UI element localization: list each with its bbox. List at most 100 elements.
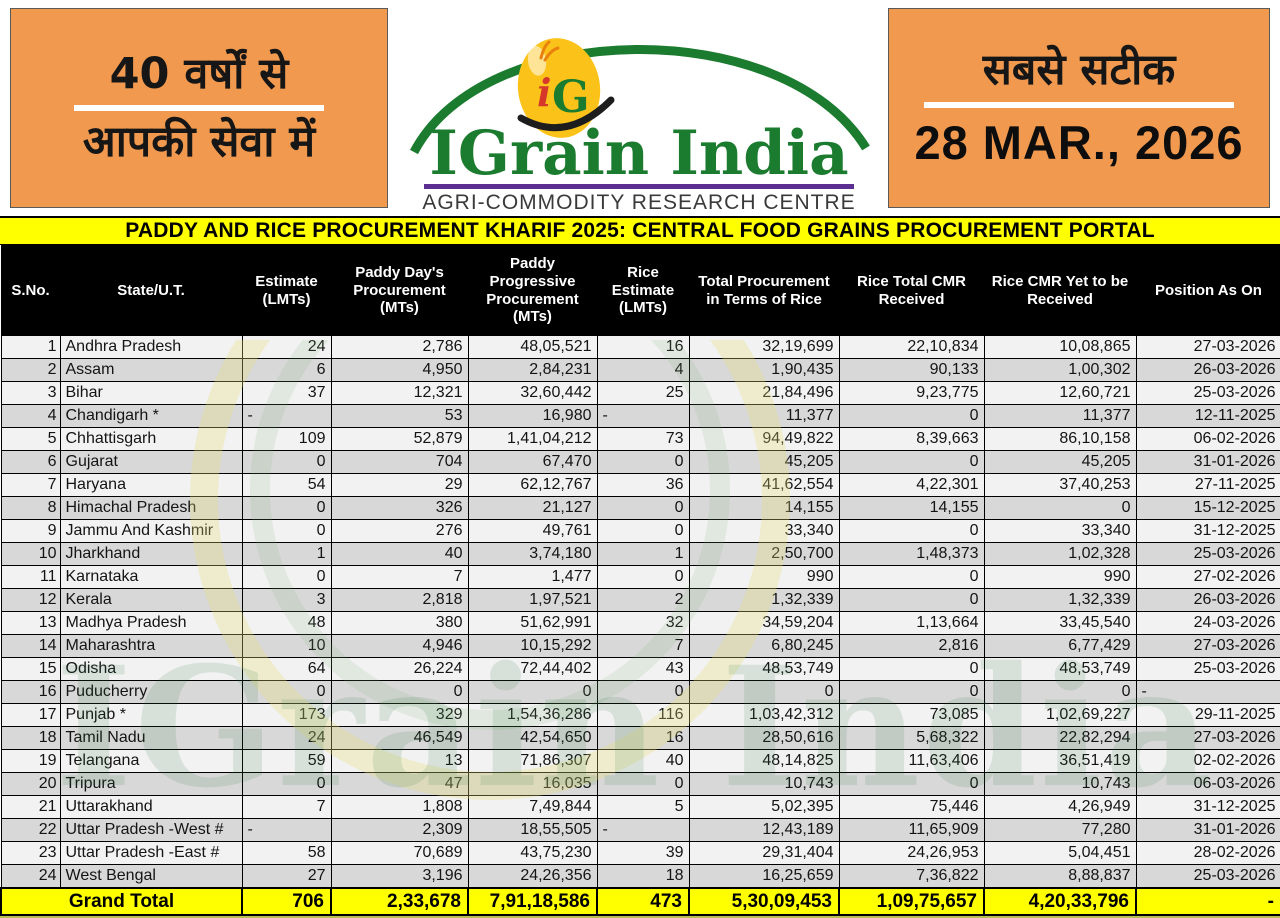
table-row: 19 Telangana 59 13 71,86,307 40 48,14,825 11,63…: [0, 749, 1280, 773]
table-cell: 1,02,328: [983, 542, 1137, 566]
table-cell: 1: [241, 542, 332, 566]
column-header-total-procurement: Total Procurement in Terms of Rice: [688, 245, 840, 336]
table-cell: 0: [838, 588, 985, 612]
table-cell: 0: [241, 450, 332, 474]
table-row: 3 Bihar 37 12,321 32,60,442 25 21,84,496 9,23,7…: [0, 381, 1280, 405]
table-cell: 0: [838, 404, 985, 428]
table-cell: 37: [241, 381, 332, 405]
table-cell: 33,45,540: [983, 611, 1137, 635]
table-cell: 16: [0, 680, 61, 704]
table-cell: 4,26,949: [983, 795, 1137, 819]
table-cell: 36,51,419: [983, 749, 1137, 773]
table-cell: 70,689: [330, 841, 469, 865]
table-cell: 0: [241, 565, 332, 589]
table-cell: 73,085: [838, 703, 985, 727]
table-cell: Odisha: [59, 657, 243, 681]
table-cell: Bihar: [59, 381, 243, 405]
table-cell: 24: [0, 864, 61, 889]
table-cell: 25-03-2026: [1135, 381, 1280, 405]
table-cell: 10,743: [688, 772, 840, 796]
table-cell: 380: [330, 611, 469, 635]
table-cell: 1,03,42,312: [688, 703, 840, 727]
table-cell: 37,40,253: [983, 473, 1137, 497]
table-cell: 28-02-2026: [1135, 841, 1280, 865]
table-cell: 22,82,294: [983, 726, 1137, 750]
table-cell: -: [1135, 680, 1280, 704]
table-cell: 1,32,339: [983, 588, 1137, 612]
table-cell: Telangana: [59, 749, 243, 773]
table-cell: 2,786: [330, 335, 469, 359]
table-cell: Andhra Pradesh: [59, 335, 243, 359]
table-cell: 43: [596, 657, 690, 681]
table-cell: 0: [241, 496, 332, 520]
table-cell: 0: [838, 680, 985, 704]
table-cell: 0: [596, 496, 690, 520]
table-cell: 0: [983, 680, 1137, 704]
table-cell: 8,88,837: [983, 864, 1137, 889]
brand-subtitle: AGRI-COMMODITY RESEARCH CENTRE: [422, 191, 855, 214]
table-cell: Chandigarh *: [59, 404, 243, 428]
table-cell: 11,65,909: [838, 818, 985, 842]
column-header-rice-estimate: Rice Estimate (LMTs): [596, 245, 690, 336]
tagline-service: आपकी सेवा में: [82, 117, 316, 167]
table-cell: 15: [0, 657, 61, 681]
table-cell: 7,36,822: [838, 864, 985, 889]
table-cell: 11,377: [688, 404, 840, 428]
grand-total-paddy-progressive: 7,91,18,586: [467, 887, 598, 916]
table-cell: 41,62,554: [688, 473, 840, 497]
table-row: 12 Kerala 3 2,818 1,97,521 2 1,32,339 0 1,32,339…: [0, 588, 1280, 612]
date-box: सबसे सटीक 28 MAR., 2026: [888, 8, 1270, 208]
table-cell: 0: [838, 772, 985, 796]
table-row: 10 Jharkhand 1 40 3,74,180 1 2,50,700 1,48,373 1…: [0, 542, 1280, 566]
report-title-bar: PADDY AND RICE PROCUREMENT KHARIF 2025: …: [0, 216, 1280, 245]
table-cell: 18: [0, 726, 61, 750]
table-cell: Uttarakhand: [59, 795, 243, 819]
tagline-accurate: सबसे सटीक: [982, 45, 1176, 96]
table-cell: 0: [241, 519, 332, 543]
table-cell: 4,946: [330, 634, 469, 658]
table-cell: 27-02-2026: [1135, 565, 1280, 589]
table-cell: 10: [0, 542, 61, 566]
table-cell: 0: [596, 772, 690, 796]
table-cell: Jharkhand: [59, 542, 243, 566]
table-cell: 36: [596, 473, 690, 497]
table-cell: 2,818: [330, 588, 469, 612]
report-date: 28 MAR., 2026: [914, 115, 1244, 169]
table-row: 4 Chandigarh * -53 16,980-11,377 0 11,377 12-1…: [0, 404, 1280, 428]
table-cell: 10,08,865: [983, 335, 1137, 359]
table-cell: 116: [596, 703, 690, 727]
grand-total-rice-estimate: 473: [596, 887, 690, 916]
table-cell: Tamil Nadu: [59, 726, 243, 750]
table-cell: 6,80,245: [688, 634, 840, 658]
table-row: 22 Uttar Pradesh -West # -2,309 18,55,505-1…: [0, 818, 1280, 842]
table-cell: 0: [688, 680, 840, 704]
grand-total-paddy-day: 2,33,678: [330, 887, 469, 916]
table-cell: -: [241, 404, 332, 428]
table-cell: 06-02-2026: [1135, 427, 1280, 451]
table-cell: 1,13,664: [838, 611, 985, 635]
grand-total-cmr-received: 1,09,75,657: [838, 887, 985, 916]
table-cell: Uttar Pradesh -West #: [59, 818, 243, 842]
grand-total-cmr-yet: 4,20,33,796: [983, 887, 1137, 916]
table-cell: 2: [0, 358, 61, 382]
table-cell: 27-03-2026: [1135, 335, 1280, 359]
table-cell: 39: [596, 841, 690, 865]
table-cell: 109: [241, 427, 332, 451]
table-cell: 72,44,402: [467, 657, 598, 681]
table-cell: -: [241, 818, 332, 842]
table-row: 24 West Bengal 27 3,196 24,26,356 18 16,25,659…: [0, 864, 1280, 889]
table-row: 5 Chhattisgarh 109 52,879 1,41,04,212 73 94,49…: [0, 427, 1280, 451]
table-cell: 704: [330, 450, 469, 474]
table-cell: 10,743: [983, 772, 1137, 796]
table-cell: 10: [241, 634, 332, 658]
table-cell: 24,26,953: [838, 841, 985, 865]
table-row: 15 Odisha 64 26,224 72,44,402 43 48,53,749 0 48,…: [0, 657, 1280, 681]
table-cell: 20: [0, 772, 61, 796]
table-cell: 3: [241, 588, 332, 612]
table-cell: 1,477: [467, 565, 598, 589]
table-cell: 14: [0, 634, 61, 658]
table-cell: 1: [596, 542, 690, 566]
table-cell: 2: [596, 588, 690, 612]
table-cell: Puducherry: [59, 680, 243, 704]
table-cell: 7: [0, 473, 61, 497]
